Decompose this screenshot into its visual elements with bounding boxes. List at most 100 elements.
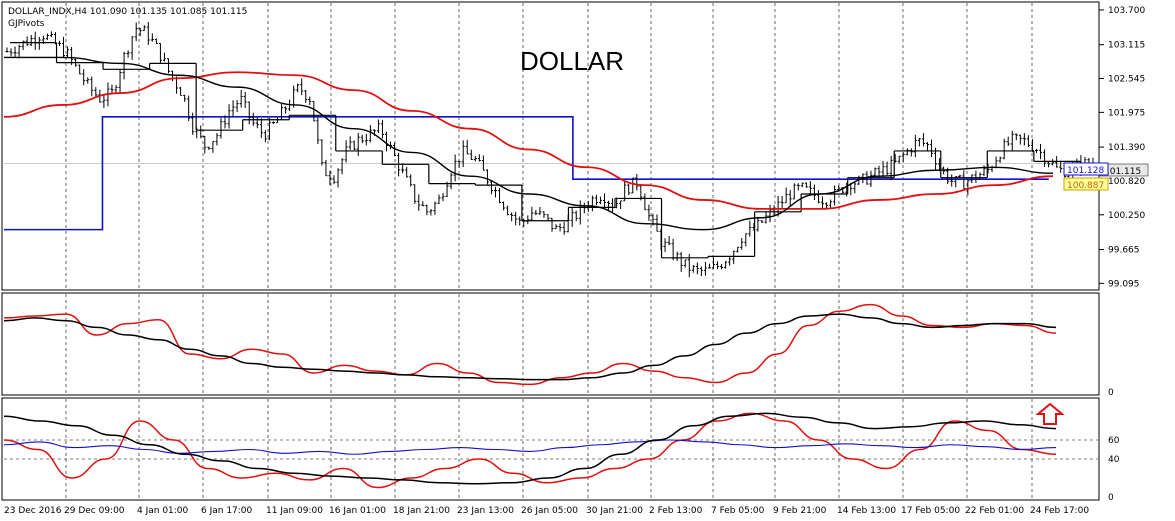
candle — [518, 216, 522, 226]
candle — [433, 201, 437, 215]
candle — [821, 196, 825, 209]
price-tick-label: 100.820 — [1108, 177, 1145, 187]
candle — [296, 83, 300, 93]
candle — [498, 188, 502, 204]
candle — [199, 125, 203, 139]
candle — [215, 132, 219, 146]
candle — [413, 184, 417, 204]
candle — [493, 186, 497, 198]
candle — [477, 154, 481, 162]
candle — [788, 190, 792, 206]
candle — [130, 36, 134, 60]
candle — [732, 250, 736, 264]
candle — [683, 259, 687, 268]
candle — [619, 200, 623, 209]
candle — [255, 117, 259, 129]
candle — [195, 127, 199, 139]
time-tick-label: 14 Feb 13:00 — [837, 506, 896, 516]
candle — [187, 95, 191, 121]
candle — [921, 133, 925, 147]
candle — [280, 104, 284, 120]
candle — [405, 166, 409, 178]
candle — [179, 86, 183, 96]
candle — [1026, 135, 1030, 147]
candle — [558, 223, 562, 232]
rsi-pane-frame — [1, 397, 1100, 501]
candle — [655, 214, 659, 232]
stochastic-lines — [3, 303, 1057, 386]
candle — [901, 151, 905, 163]
chart-watermark: DOLLAR — [520, 46, 624, 76]
candle — [1034, 148, 1038, 153]
candle — [304, 89, 308, 103]
candle — [808, 181, 812, 195]
candle — [728, 257, 732, 266]
candle — [905, 148, 909, 156]
candle — [1055, 156, 1059, 168]
oscillator-line — [3, 412, 1057, 485]
candle — [86, 77, 90, 84]
candle — [239, 89, 243, 108]
candle — [768, 204, 772, 223]
candle — [146, 22, 150, 45]
candle — [336, 168, 340, 188]
candle — [748, 220, 752, 237]
candle — [744, 233, 748, 247]
candle — [962, 170, 966, 189]
candle — [643, 193, 647, 211]
price-tick-label: 103.115 — [1108, 41, 1145, 51]
candle — [409, 174, 413, 187]
candle — [538, 206, 542, 216]
candle — [800, 182, 804, 188]
candle — [1010, 130, 1014, 151]
up-arrow-icon — [1035, 402, 1065, 425]
pivot-yellow-tag-label: 100.887 — [1067, 181, 1104, 191]
indicator-label: GJPivots — [8, 19, 45, 29]
candle — [33, 31, 37, 50]
candle — [453, 154, 457, 182]
time-tick-label: 6 Jan 17:00 — [201, 506, 253, 516]
candle — [679, 251, 683, 272]
candle — [998, 156, 1002, 163]
time-axis: 23 Dec 2016 29 Dec 09:00 4 Jan 01:00 6 Jan … — [4, 506, 1089, 516]
oscillator-tick-label: 0 — [1108, 388, 1114, 398]
pivot-yellow-tag: 100.887 — [1063, 177, 1109, 191]
price-axis: 103.700 103.115 102.545 101.975 101.390 100.8… — [1099, 6, 1145, 289]
oscillator-tick-label: 0 — [1108, 493, 1114, 503]
candle — [328, 170, 332, 186]
candle — [211, 141, 215, 153]
candle — [792, 183, 796, 200]
candle — [449, 172, 453, 190]
candle — [833, 185, 837, 206]
candle — [958, 174, 962, 178]
candle — [235, 100, 239, 113]
candle — [1043, 149, 1047, 167]
candle — [667, 235, 671, 246]
time-tick-label: 23 Jan 13:00 — [457, 506, 514, 516]
candle — [312, 100, 316, 122]
candle — [699, 266, 703, 277]
candle — [421, 201, 425, 207]
candle — [489, 180, 493, 195]
candle — [885, 161, 889, 176]
candle — [401, 163, 405, 174]
candle — [320, 139, 324, 166]
candle — [437, 194, 441, 204]
candle — [461, 140, 465, 168]
candle — [740, 238, 744, 250]
candle — [615, 197, 619, 209]
candle — [82, 69, 86, 86]
candle — [607, 200, 611, 211]
candle — [691, 264, 695, 273]
candle — [62, 36, 66, 58]
candle — [1039, 143, 1043, 160]
candle — [772, 205, 776, 216]
candle — [938, 158, 942, 172]
candle — [546, 214, 550, 222]
candle — [796, 183, 800, 191]
time-tick-label: 9 Feb 21:00 — [773, 506, 827, 516]
candle — [934, 147, 938, 171]
candle — [45, 33, 49, 40]
candle — [142, 25, 146, 32]
